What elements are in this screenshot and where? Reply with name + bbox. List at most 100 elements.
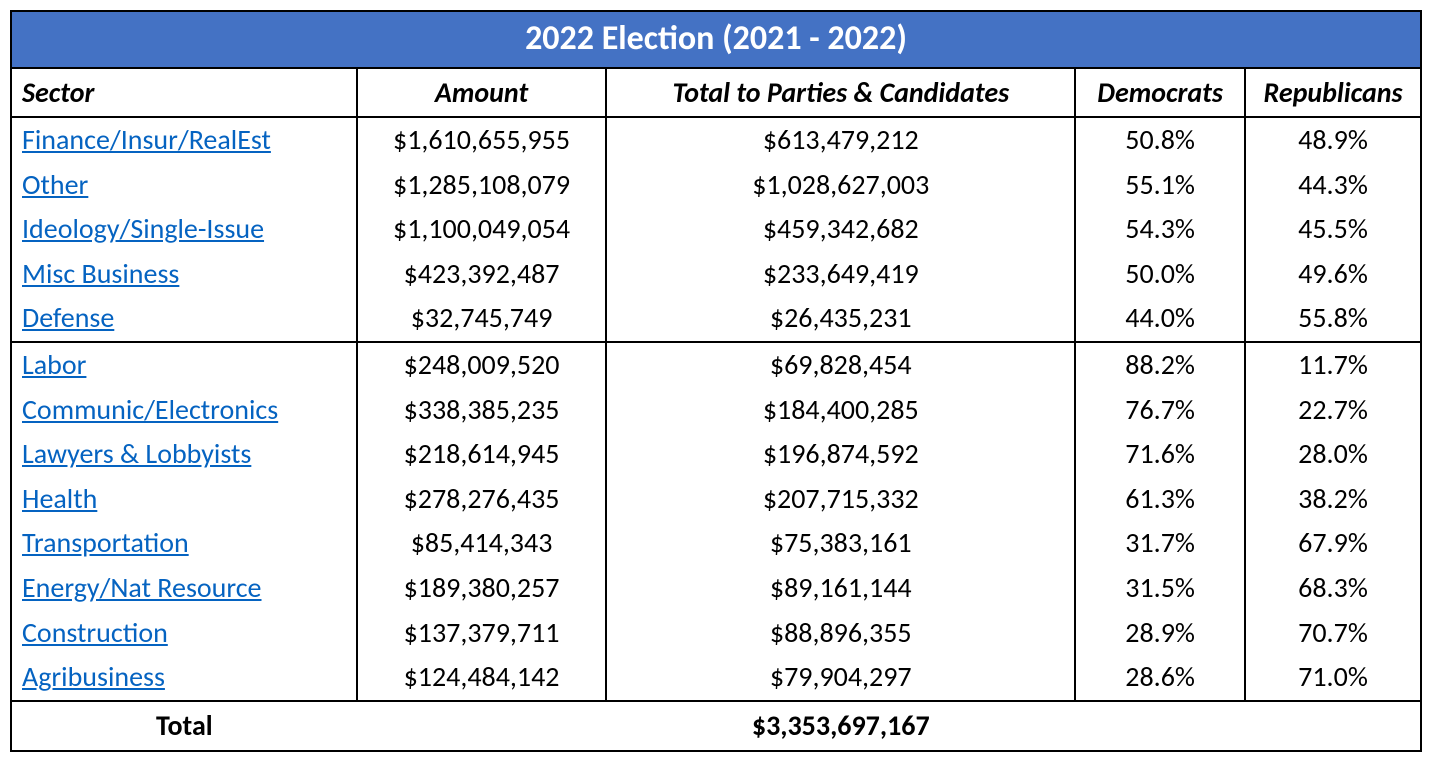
republicans-cell: 44.3% <box>1245 163 1420 208</box>
table-row: Construction $137,379,711$88,896,35528.9%… <box>12 611 1420 656</box>
amount-cell: $1,285,108,079 <box>357 163 607 208</box>
table-row: Agribusiness $124,484,142$79,904,29728.6%… <box>12 655 1420 701</box>
democrats-cell: 31.7% <box>1075 521 1245 566</box>
republicans-cell: 48.9% <box>1245 117 1420 163</box>
republicans-cell: 70.7% <box>1245 611 1420 656</box>
total-label: Total <box>12 701 357 751</box>
sector-link[interactable]: Lawyers & Lobbyists <box>22 436 251 471</box>
sector-cell: Other <box>12 163 357 208</box>
sector-link[interactable]: Finance/Insur/RealEst <box>22 122 271 157</box>
total-row: Total $3,353,697,167 <box>12 701 1420 751</box>
republicans-cell: 28.0% <box>1245 432 1420 477</box>
sector-link[interactable]: Construction <box>22 615 168 650</box>
sector-link[interactable]: Energy/Nat Resource <box>22 570 262 605</box>
republicans-cell: 38.2% <box>1245 477 1420 522</box>
total-parties-cell: $184,400,285 <box>606 388 1075 433</box>
total-blank <box>357 701 607 751</box>
total-blank <box>1245 701 1420 751</box>
amount-cell: $1,610,655,955 <box>357 117 607 163</box>
democrats-cell: 28.9% <box>1075 611 1245 656</box>
amount-cell: $85,414,343 <box>357 521 607 566</box>
amount-cell: $124,484,142 <box>357 655 607 701</box>
sector-link[interactable]: Communic/Electronics <box>22 392 278 427</box>
total-parties-cell: $207,715,332 <box>606 477 1075 522</box>
sector-cell: Health <box>12 477 357 522</box>
republicans-cell: 68.3% <box>1245 566 1420 611</box>
data-table: Sector Amount Total to Parties & Candida… <box>12 69 1420 750</box>
col-header-total-parties: Total to Parties & Candidates <box>606 69 1075 117</box>
sector-link[interactable]: Defense <box>22 300 114 335</box>
sector-cell: Transportation <box>12 521 357 566</box>
total-parties-cell: $196,874,592 <box>606 432 1075 477</box>
democrats-cell: 54.3% <box>1075 207 1245 252</box>
total-parties-cell: $89,161,144 <box>606 566 1075 611</box>
republicans-cell: 22.7% <box>1245 388 1420 433</box>
amount-cell: $189,380,257 <box>357 566 607 611</box>
table-title: 2022 Election (2021 - 2022) <box>12 12 1420 69</box>
table-row: Lawyers & Lobbyists $218,614,945$196,874,… <box>12 432 1420 477</box>
sector-cell: Ideology/Single-Issue <box>12 207 357 252</box>
sector-link[interactable]: Ideology/Single-Issue <box>22 211 264 246</box>
total-value: $3,353,697,167 <box>606 701 1075 751</box>
sector-cell: Construction <box>12 611 357 656</box>
sector-cell: Finance/Insur/RealEst <box>12 117 357 163</box>
sector-link[interactable]: Misc Business <box>22 256 179 291</box>
col-header-democrats: Democrats <box>1075 69 1245 117</box>
table-row: Energy/Nat Resource $189,380,257$89,161,1… <box>12 566 1420 611</box>
election-table: 2022 Election (2021 - 2022) Sector Amoun… <box>10 10 1422 752</box>
sector-link[interactable]: Agribusiness <box>22 659 165 694</box>
col-header-republicans: Republicans <box>1245 69 1420 117</box>
amount-cell: $218,614,945 <box>357 432 607 477</box>
amount-cell: $248,009,520 <box>357 342 607 388</box>
amount-cell: $137,379,711 <box>357 611 607 656</box>
amount-cell: $1,100,049,054 <box>357 207 607 252</box>
republicans-cell: 45.5% <box>1245 207 1420 252</box>
table-row: Finance/Insur/RealEst $1,610,655,955$613,… <box>12 117 1420 163</box>
col-header-sector: Sector <box>12 69 357 117</box>
total-parties-cell: $88,896,355 <box>606 611 1075 656</box>
democrats-cell: 44.0% <box>1075 296 1245 342</box>
table-row: Other $1,285,108,079$1,028,627,00355.1%44… <box>12 163 1420 208</box>
sector-cell: Communic/Electronics <box>12 388 357 433</box>
democrats-cell: 28.6% <box>1075 655 1245 701</box>
sector-cell: Labor <box>12 342 357 388</box>
democrats-cell: 50.0% <box>1075 252 1245 297</box>
total-parties-cell: $79,904,297 <box>606 655 1075 701</box>
sector-cell: Defense <box>12 296 357 342</box>
republicans-cell: 71.0% <box>1245 655 1420 701</box>
democrats-cell: 55.1% <box>1075 163 1245 208</box>
sector-link[interactable]: Health <box>22 481 97 516</box>
sector-link[interactable]: Labor <box>22 347 86 382</box>
republicans-cell: 49.6% <box>1245 252 1420 297</box>
democrats-cell: 71.6% <box>1075 432 1245 477</box>
sector-link[interactable]: Transportation <box>22 525 189 560</box>
total-parties-cell: $233,649,419 <box>606 252 1075 297</box>
republicans-cell: 11.7% <box>1245 342 1420 388</box>
sector-cell: Misc Business <box>12 252 357 297</box>
democrats-cell: 61.3% <box>1075 477 1245 522</box>
total-parties-cell: $613,479,212 <box>606 117 1075 163</box>
table-row: Health $278,276,435$207,715,33261.3%38.2% <box>12 477 1420 522</box>
header-row: Sector Amount Total to Parties & Candida… <box>12 69 1420 117</box>
table-row: Labor $248,009,520$69,828,45488.2%11.7% <box>12 342 1420 388</box>
amount-cell: $338,385,235 <box>357 388 607 433</box>
democrats-cell: 88.2% <box>1075 342 1245 388</box>
republicans-cell: 55.8% <box>1245 296 1420 342</box>
table-body: Finance/Insur/RealEst $1,610,655,955$613,… <box>12 117 1420 750</box>
sector-link[interactable]: Other <box>22 167 88 202</box>
sector-cell: Energy/Nat Resource <box>12 566 357 611</box>
republicans-cell: 67.9% <box>1245 521 1420 566</box>
total-blank <box>1075 701 1245 751</box>
table-row: Transportation $85,414,343$75,383,16131.7… <box>12 521 1420 566</box>
total-parties-cell: $69,828,454 <box>606 342 1075 388</box>
table-row: Misc Business $423,392,487$233,649,41950.… <box>12 252 1420 297</box>
amount-cell: $423,392,487 <box>357 252 607 297</box>
total-parties-cell: $1,028,627,003 <box>606 163 1075 208</box>
total-parties-cell: $26,435,231 <box>606 296 1075 342</box>
democrats-cell: 31.5% <box>1075 566 1245 611</box>
table-row: Defense $32,745,749$26,435,23144.0%55.8% <box>12 296 1420 342</box>
total-parties-cell: $75,383,161 <box>606 521 1075 566</box>
amount-cell: $32,745,749 <box>357 296 607 342</box>
amount-cell: $278,276,435 <box>357 477 607 522</box>
col-header-amount: Amount <box>357 69 607 117</box>
